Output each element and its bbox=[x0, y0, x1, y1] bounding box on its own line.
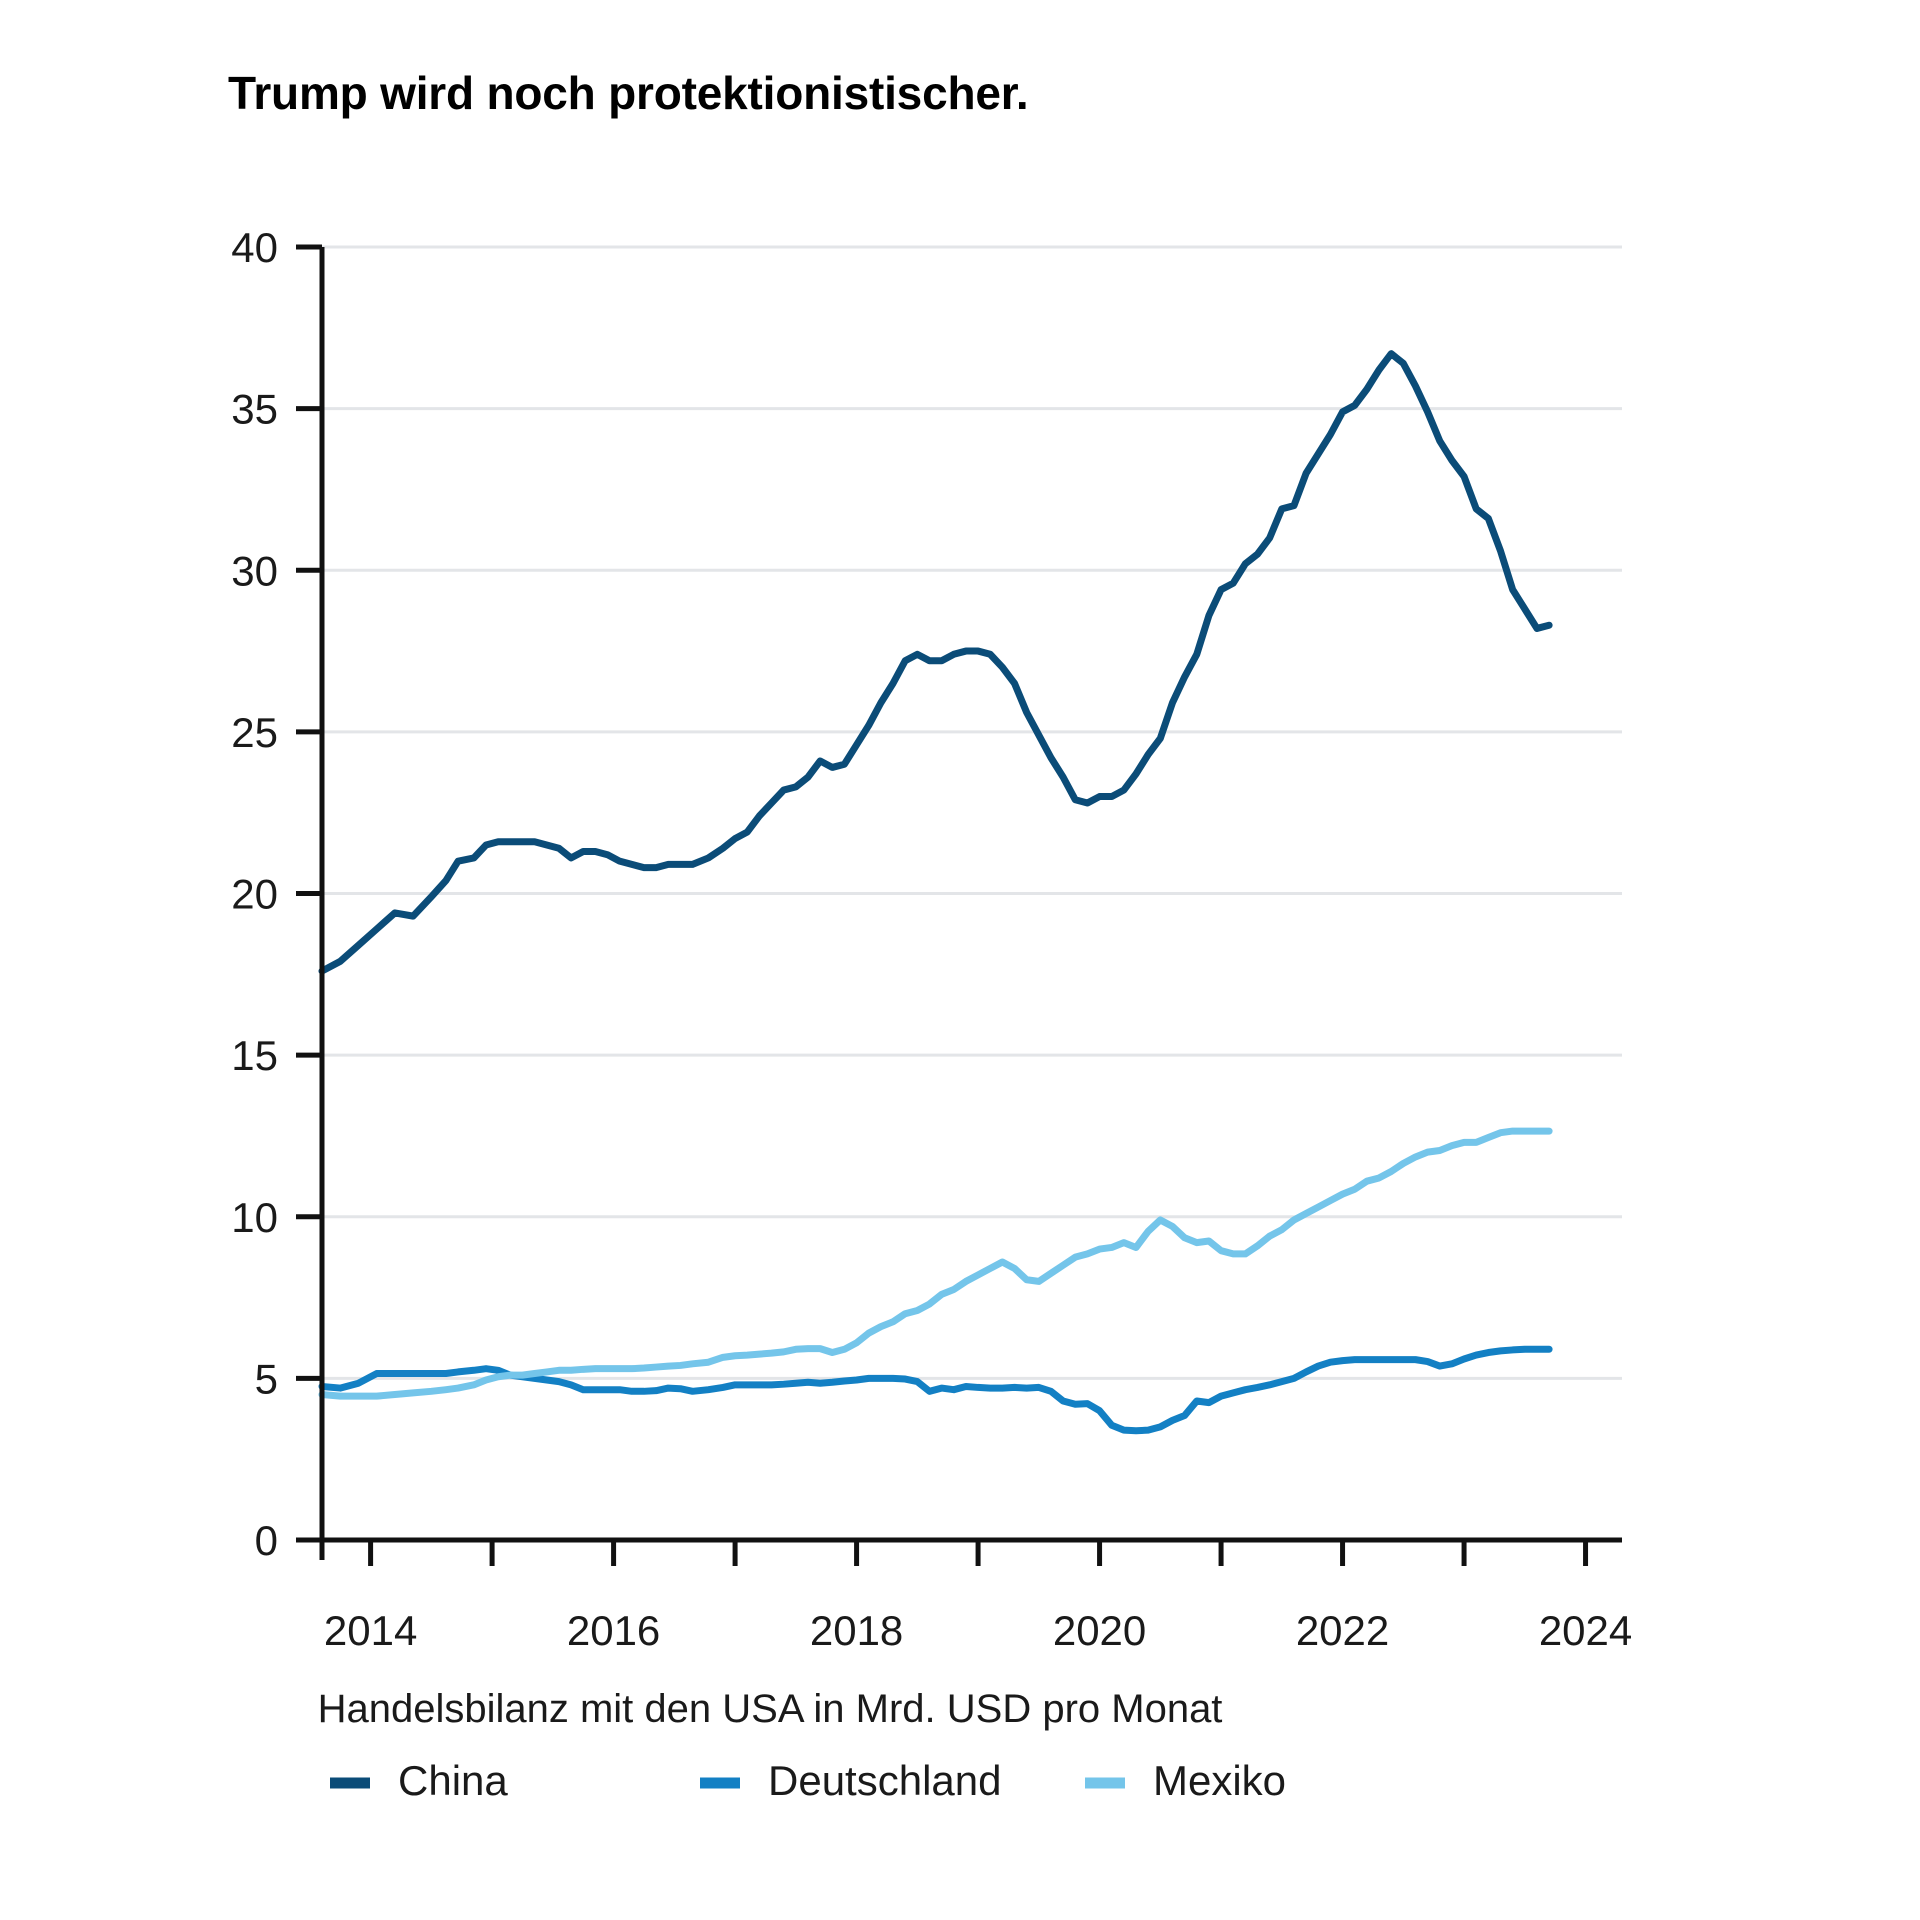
y-tick-label: 5 bbox=[255, 1355, 278, 1402]
legend-label-mexiko[interactable]: Mexiko bbox=[1153, 1757, 1286, 1804]
y-tick-label: 35 bbox=[231, 386, 278, 433]
x-tick-label: 2024 bbox=[1539, 1607, 1632, 1654]
series-line-deutschland bbox=[318, 1345, 1553, 1435]
y-tick-label: 25 bbox=[231, 709, 278, 756]
y-tick-label: 30 bbox=[231, 547, 278, 594]
chart-legend: China Deutschland Mexiko bbox=[330, 1757, 1286, 1804]
tick-marks-group bbox=[296, 244, 1589, 1566]
series-line-china bbox=[318, 350, 1553, 975]
legend-label-china[interactable]: China bbox=[398, 1757, 508, 1804]
series-line-mexiko bbox=[318, 1127, 1553, 1400]
x-tick-labels: 2014 2016 2018 2020 2022 2024 bbox=[324, 1607, 1632, 1654]
x-tick-label: 2020 bbox=[1053, 1607, 1146, 1654]
axes-group bbox=[296, 247, 1622, 1560]
legend-label-deutschland[interactable]: Deutschland bbox=[768, 1757, 1001, 1804]
y-tick-labels: 0 5 10 15 20 25 30 35 40 bbox=[231, 224, 278, 1564]
y-tick-label: 20 bbox=[231, 871, 278, 918]
y-tick-label: 10 bbox=[231, 1194, 278, 1241]
y-tick-label: 15 bbox=[231, 1032, 278, 1079]
y-tick-label: 0 bbox=[255, 1517, 278, 1564]
x-tick-label: 2014 bbox=[324, 1607, 417, 1654]
x-tick-label: 2018 bbox=[810, 1607, 903, 1654]
y-tick-label: 40 bbox=[231, 224, 278, 271]
x-tick-label: 2016 bbox=[567, 1607, 660, 1654]
series-group bbox=[318, 350, 1553, 1435]
axis-caption: Handelsbilanz mit den USA in Mrd. USD pr… bbox=[318, 1687, 1223, 1731]
x-tick-label: 2022 bbox=[1296, 1607, 1389, 1654]
page-title: Trump wird noch protektionistischer. bbox=[228, 67, 1029, 119]
